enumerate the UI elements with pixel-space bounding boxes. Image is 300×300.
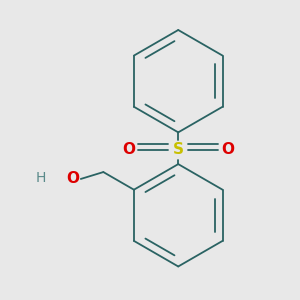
Text: O: O xyxy=(66,171,79,186)
Text: O: O xyxy=(122,142,135,158)
Text: H: H xyxy=(35,171,46,185)
Text: O: O xyxy=(221,142,234,158)
Text: S: S xyxy=(173,142,184,158)
